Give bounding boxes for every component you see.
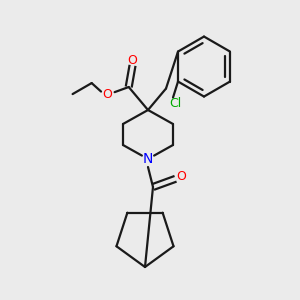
Text: O: O xyxy=(177,170,187,183)
Text: Cl: Cl xyxy=(169,97,181,110)
Text: N: N xyxy=(143,152,153,166)
Text: O: O xyxy=(128,54,137,67)
Text: O: O xyxy=(102,88,112,101)
